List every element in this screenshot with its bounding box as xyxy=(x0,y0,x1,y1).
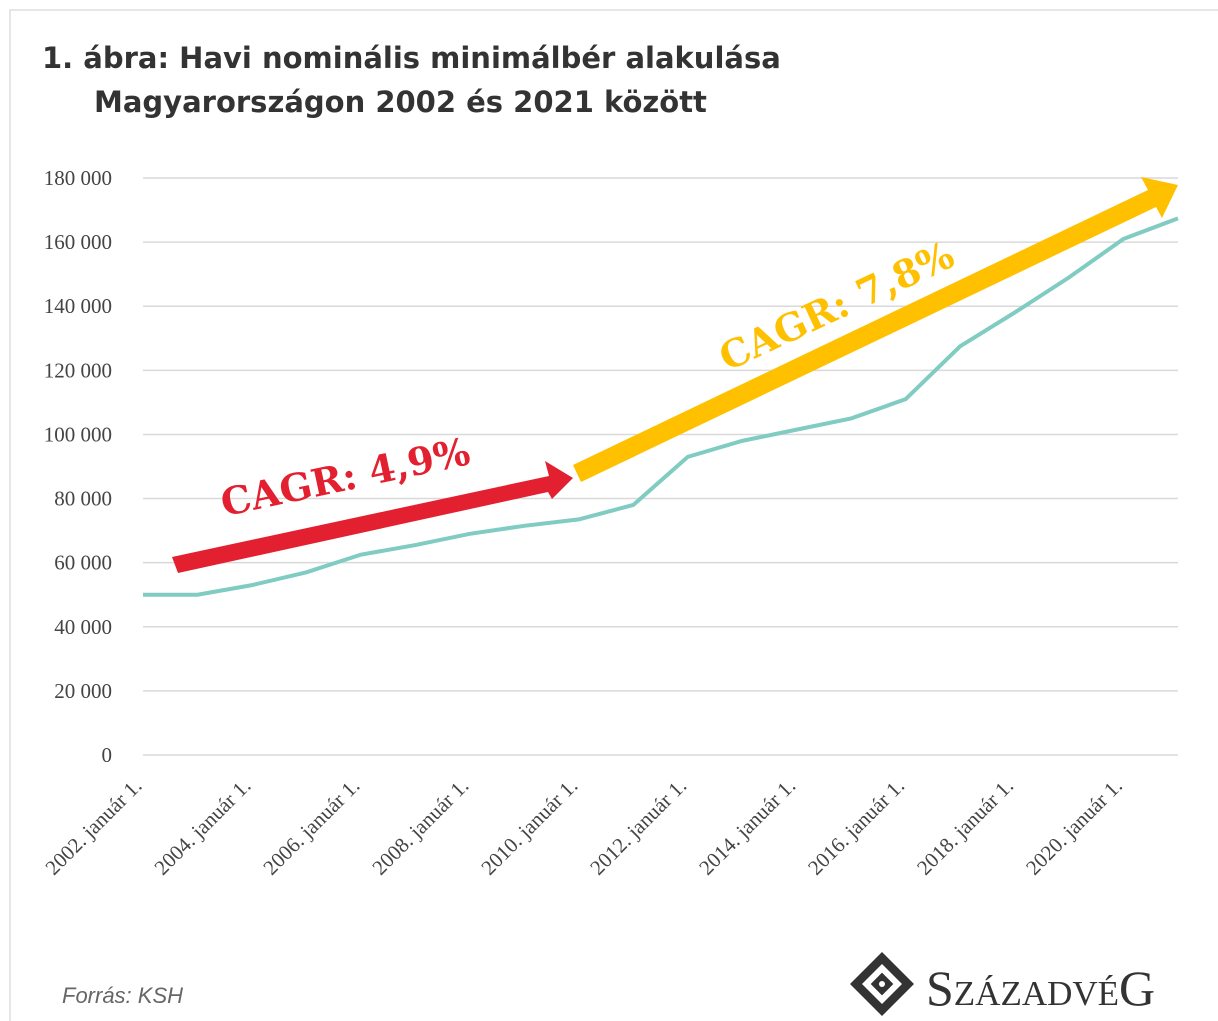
logo-icon xyxy=(850,952,914,1016)
x-tick-label: 2020. január 1. xyxy=(1021,774,1127,880)
y-tick-label: 140 000 xyxy=(44,294,112,318)
x-tick-label: 2008. január 1. xyxy=(367,774,473,880)
frame xyxy=(9,9,1218,1021)
y-tick-label: 180 000 xyxy=(44,166,112,190)
x-tick-label: 2002. január 1. xyxy=(40,774,146,880)
source: Forrás: KSH xyxy=(62,983,183,1008)
logo: SzázadvéG xyxy=(926,960,1155,1016)
arrow xyxy=(172,461,573,573)
y-tick-label: 60 000 xyxy=(54,551,112,575)
y-tick-label: 20 000 xyxy=(54,679,112,703)
x-tick-label: 2004. január 1. xyxy=(149,774,255,880)
arrow xyxy=(573,177,1178,482)
x-tick-label: 2016. január 1. xyxy=(803,774,909,880)
y-tick-label: 40 000 xyxy=(54,615,112,639)
y-tick-label: 0 xyxy=(102,743,113,767)
y-tick-label: 120 000 xyxy=(44,358,112,382)
x-tick-label: 2012. január 1. xyxy=(585,774,691,880)
x-tick-label: 2006. január 1. xyxy=(258,774,364,880)
line xyxy=(143,216,1179,597)
y-tick-label: 100 000 xyxy=(44,422,112,446)
x-tick-label: 2014. január 1. xyxy=(694,774,800,880)
y-tick-label: 80 000 xyxy=(54,487,112,511)
y-tick-label: 160 000 xyxy=(44,230,112,254)
x-tick-label: 2018. január 1. xyxy=(912,774,1018,880)
chart-title: Magyarországon 2002 és 2021 között xyxy=(94,85,707,119)
chart-title: 1. ábra: Havi nominális minimálbér alaku… xyxy=(42,41,781,75)
x-tick-label: 2010. január 1. xyxy=(476,774,582,880)
